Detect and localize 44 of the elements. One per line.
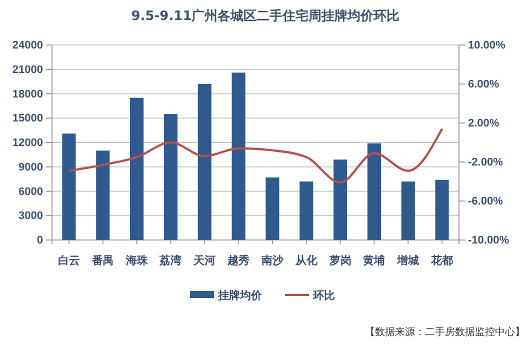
y-tick-label: 12000 <box>12 137 43 150</box>
y2-tick-label: 2.00% <box>468 118 500 130</box>
bar <box>367 143 381 240</box>
y-tick-label: 6000 <box>18 186 43 198</box>
y-tick-label: 18000 <box>12 88 43 100</box>
legend-label: 挂牌均价 <box>217 289 263 302</box>
y2-tick-label: 6.00% <box>468 78 500 91</box>
x-tick-label: 增城 <box>396 254 420 267</box>
x-tick-label: 黄埔 <box>362 254 386 267</box>
bar <box>266 177 280 240</box>
y-tick-label: 24000 <box>12 40 43 52</box>
x-tick-label: 萝岗 <box>328 254 352 267</box>
x-tick-label: 海珠 <box>124 254 149 267</box>
y-tick-label: 21000 <box>12 64 43 76</box>
legend-label: 环比 <box>312 289 335 302</box>
y2-tick-label: 10.00% <box>468 40 506 52</box>
x-tick-label: 越秀 <box>226 254 250 267</box>
y-tick-label: 15000 <box>12 112 43 125</box>
line-series <box>68 128 444 184</box>
y-tick-label: 0 <box>36 234 43 247</box>
bar <box>96 150 110 240</box>
bar <box>130 98 144 240</box>
bar <box>401 182 415 240</box>
y-tick-label: 3000 <box>18 210 43 222</box>
bar <box>334 160 348 240</box>
x-tick-label: 荔湾 <box>158 254 183 267</box>
chart-title: 9.5-9.11广州各城区二手住宅周挂牌均价环比 <box>131 8 400 24</box>
x-tick-label: 白云 <box>58 254 80 267</box>
x-tick-label: 南沙 <box>260 254 284 267</box>
bar <box>164 114 178 240</box>
x-tick-label: 花都 <box>430 254 454 267</box>
y2-tick-label: -10.00% <box>468 234 510 247</box>
x-tick-label: 番禺 <box>90 254 114 267</box>
x-tick-label: 从化 <box>294 254 318 267</box>
x-tick-label: 天河 <box>192 254 216 267</box>
bar <box>435 180 449 240</box>
y-tick-label: 9000 <box>18 161 43 174</box>
bar <box>198 84 212 240</box>
text: 【数据来源：二手房数据监控中心】 <box>365 326 525 338</box>
y2-tick-label: -2.00% <box>468 156 504 169</box>
y2-tick-label: -6.00% <box>468 196 504 208</box>
bar <box>62 134 76 240</box>
bar <box>300 182 314 240</box>
bar <box>232 72 246 240</box>
